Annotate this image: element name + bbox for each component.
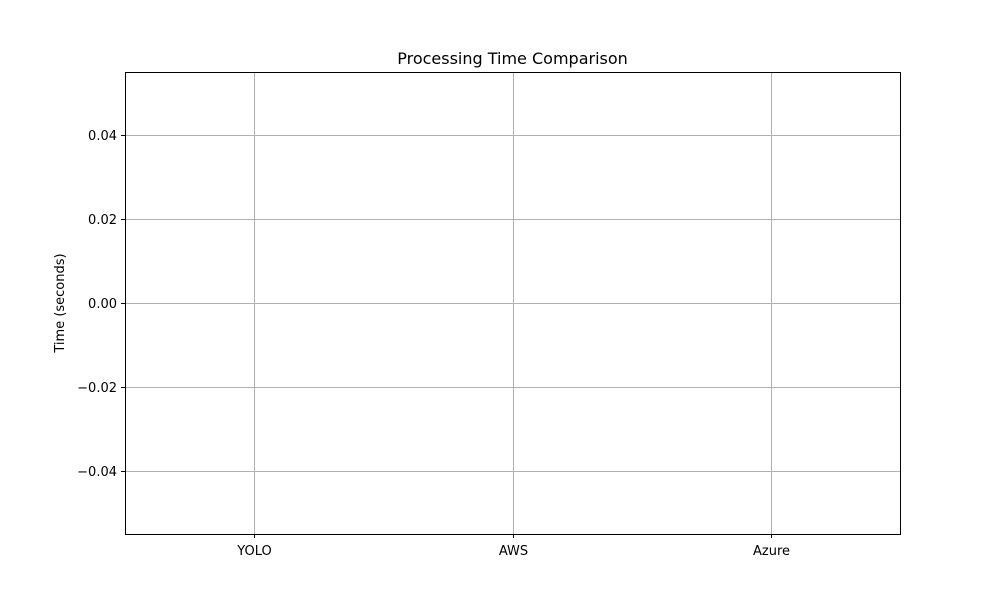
chart-title: Processing Time Comparison: [397, 49, 628, 68]
y-axis-ticks: −0.04 −0.02 0.00 0.02 0.04: [77, 129, 125, 480]
y-tick-label: 0.00: [88, 297, 117, 312]
grid-layer: [125, 72, 900, 534]
x-axis-ticks: YOLO AWS Azure: [236, 534, 790, 559]
y-tick-label: 0.04: [88, 129, 117, 144]
y-tick-label: −0.02: [77, 381, 117, 396]
x-tick-label: Azure: [753, 544, 790, 559]
y-tick-label: −0.04: [77, 465, 117, 480]
x-tick-label: YOLO: [236, 544, 271, 559]
x-tick-label: AWS: [499, 544, 528, 559]
y-tick-label: 0.02: [88, 213, 117, 228]
y-axis-label: Time (seconds): [53, 253, 68, 353]
